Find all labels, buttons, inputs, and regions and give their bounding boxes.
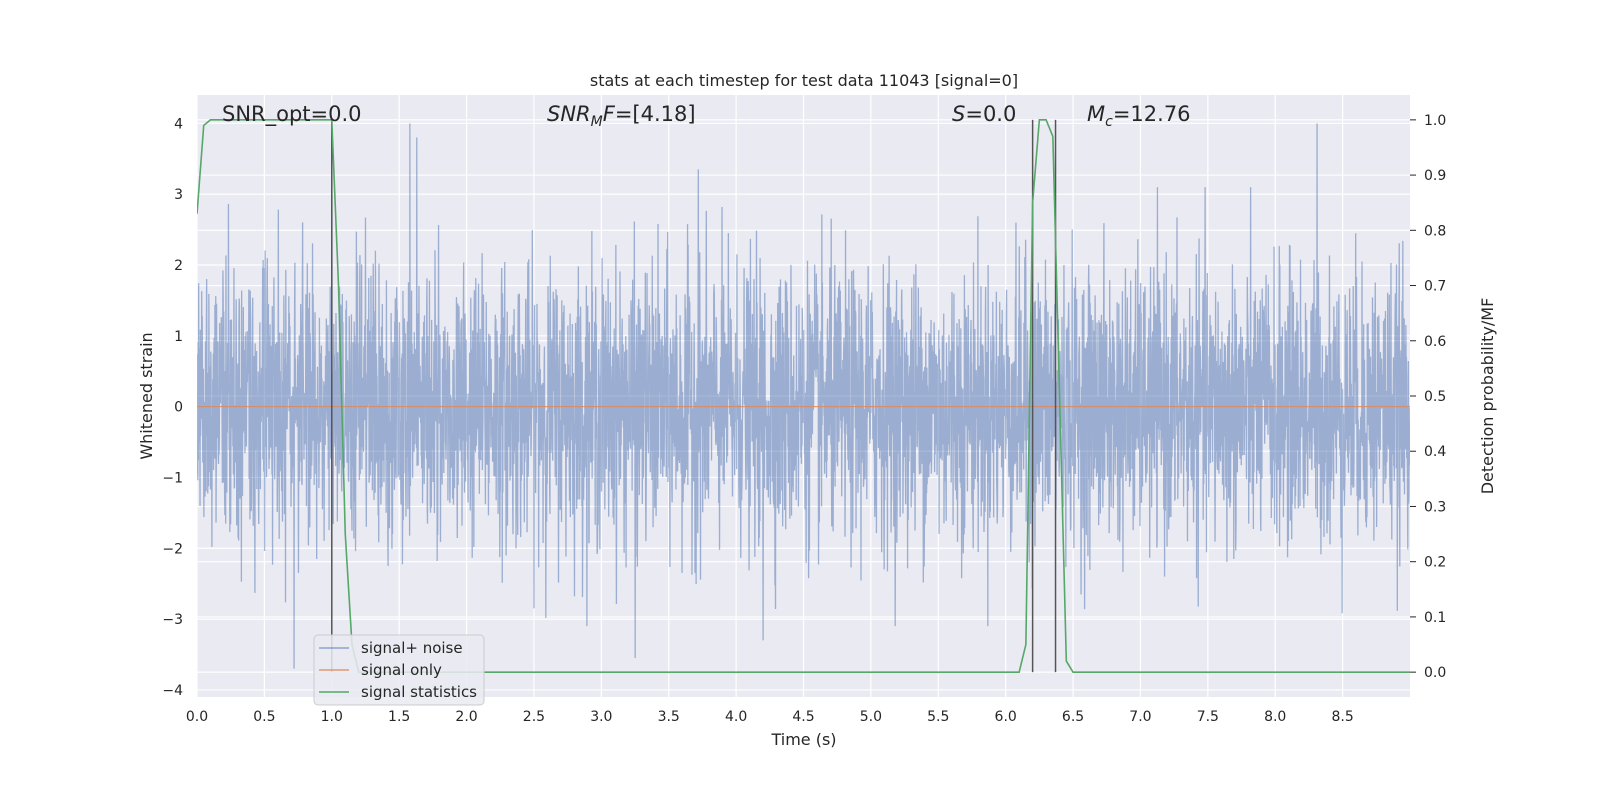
y-tick-label: 1 [174, 329, 183, 345]
y-tick-label: −1 [162, 470, 183, 486]
x-tick-label: 4.5 [792, 709, 814, 725]
x-tick-label: 7.5 [1197, 709, 1219, 725]
y-axis-label: Whitened strain [137, 332, 156, 459]
y2-tick-labels: 1.0 0.9 0.8 0.7 0.6 0.5 0.4 0.3 0.2 0.1 0.0 [1410, 113, 1446, 681]
x-tick-label: 2.0 [455, 709, 477, 725]
y2-tick-label: 0.8 [1424, 223, 1446, 239]
x-tick-label: 7.0 [1129, 709, 1151, 725]
legend: signal+ noise signal only signal statistic… [313, 634, 485, 706]
y2-tick-label: 0.1 [1424, 610, 1446, 626]
y2-tick-label: 1.0 [1424, 113, 1446, 129]
y-tick-label: −3 [162, 612, 183, 628]
x-tick-label: 2.5 [523, 709, 545, 725]
annotation-s-value: S=0.0 [952, 102, 1016, 126]
y2-tick-label: 0.5 [1424, 389, 1446, 405]
y-tick-label: 3 [174, 187, 183, 203]
x-tick-labels: 0.0 0.5 1.0 1.5 2.0 2.5 3.0 3.5 4.0 4.5 5.0 5.5 6.0 6… [186, 709, 1354, 725]
x-axis-label: Time (s) [770, 730, 836, 749]
legend-entry: signal+ noise [361, 639, 463, 657]
x-tick-label: 1.0 [321, 709, 343, 725]
x-tick-label: 6.0 [995, 709, 1017, 725]
y2-tick-label: 0.3 [1424, 499, 1446, 515]
x-tick-label: 8.0 [1264, 709, 1286, 725]
x-tick-label: 5.0 [860, 709, 882, 725]
annotation-mc-value: Mc=12.76 [1087, 102, 1191, 130]
legend-entry: signal only [361, 661, 442, 679]
x-tick-label: 0.5 [253, 709, 275, 725]
y2-axis-label: Detection probability/MF [1478, 298, 1497, 495]
y2-tick-label: 0.7 [1424, 279, 1446, 295]
y-tick-labels: 4 3 2 1 0 −1 −2 −3 −4 [162, 116, 183, 699]
y2-tick-label: 0.4 [1424, 444, 1446, 460]
y2-tick-label: 0.6 [1424, 334, 1446, 350]
y-tick-label: −2 [162, 541, 183, 557]
y2-tick-label: 0.9 [1424, 168, 1446, 184]
y-tick-label: −4 [162, 683, 183, 699]
y2-tick-label: 0.2 [1424, 555, 1446, 571]
y-tick-label: 4 [174, 116, 183, 132]
annotation-snr-opt: SNR_opt=0.0 [222, 102, 362, 127]
y-tick-label: 2 [174, 258, 183, 274]
series-signal-noise [197, 123, 1410, 669]
x-tick-label: 0.0 [186, 709, 208, 725]
x-tick-label: 5.5 [927, 709, 949, 725]
x-tick-label: 8.5 [1331, 709, 1353, 725]
y-tick-label: 0 [174, 400, 183, 416]
x-tick-label: 1.5 [388, 709, 410, 725]
legend-entry: signal statistics [361, 683, 477, 701]
annotations: SNR_opt=0.0 SNRMF=[4.18] S=0.0 Mc=12.76 [222, 102, 1191, 130]
legend-box [313, 634, 485, 706]
x-tick-label: 6.5 [1062, 709, 1084, 725]
x-tick-label: 3.5 [658, 709, 680, 725]
annotation-snr-mf: SNRMF=[4.18] [547, 102, 696, 130]
series-signal-statistics [197, 119, 1410, 673]
chart-title: stats at each timestep for test data 110… [590, 71, 1018, 90]
x-tick-label: 3.0 [590, 709, 612, 725]
x-tick-label: 4.0 [725, 709, 747, 725]
y2-tick-label: 0.0 [1424, 665, 1446, 681]
